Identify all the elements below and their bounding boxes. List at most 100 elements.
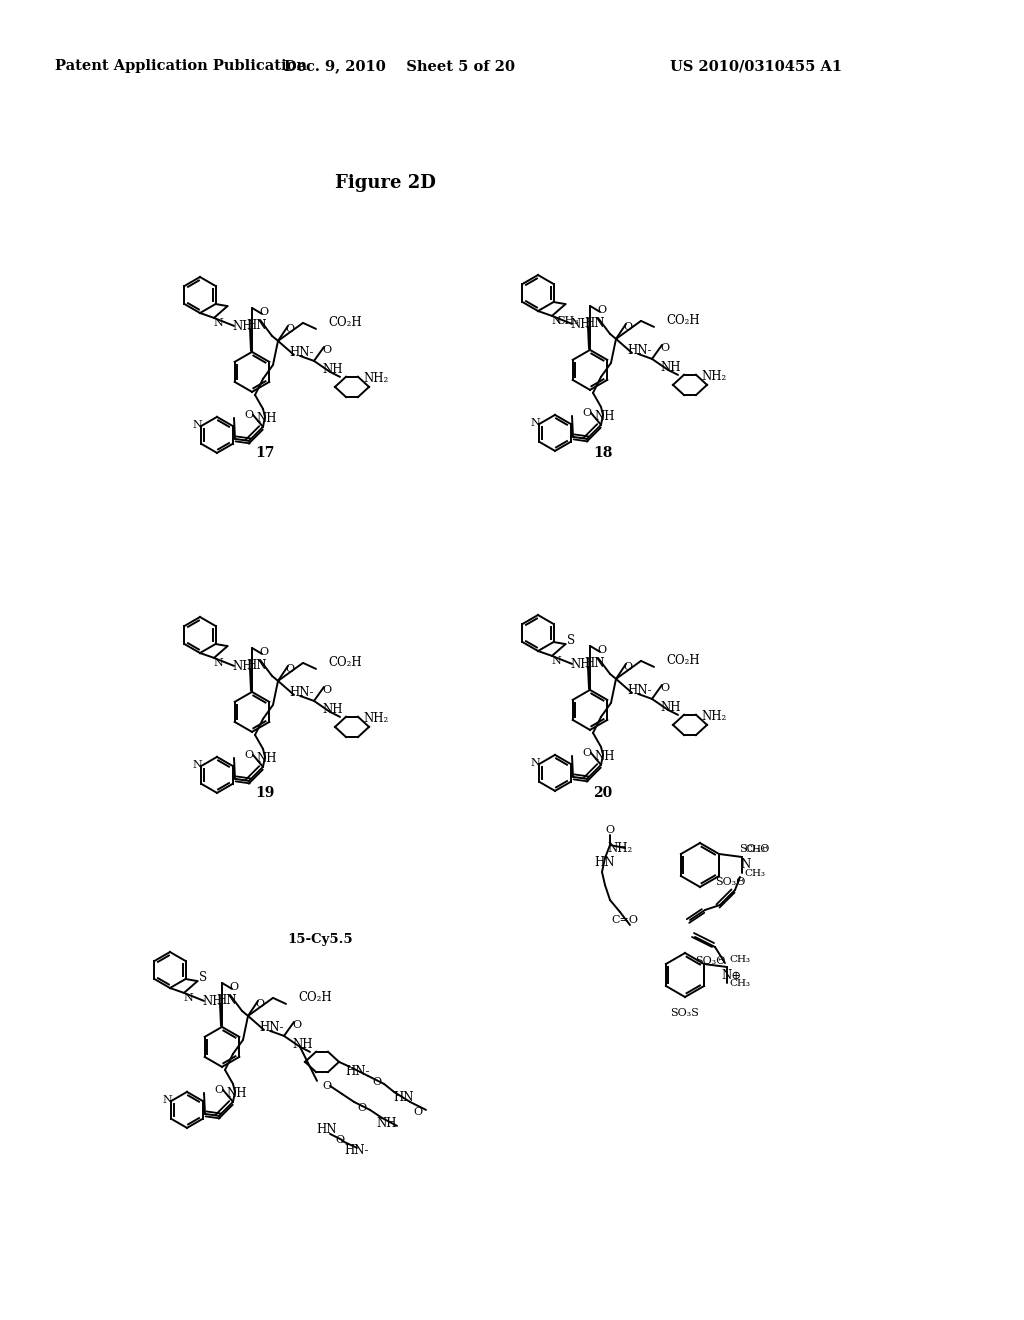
Text: 19: 19 [255,785,274,800]
Text: O: O [323,685,332,694]
Text: SO₃Θ: SO₃Θ [695,956,725,966]
Text: Dec. 9, 2010    Sheet 5 of 20: Dec. 9, 2010 Sheet 5 of 20 [285,59,515,73]
Text: HN: HN [316,1123,337,1137]
Text: S: S [200,970,208,983]
Text: N: N [213,318,223,327]
Text: CO₂H: CO₂H [666,314,699,327]
Text: Patent Application Publication: Patent Application Publication [55,59,307,73]
Text: O: O [323,1081,332,1090]
Text: SO₃Θ: SO₃Θ [715,876,745,887]
Text: HN-: HN- [290,346,314,359]
Text: HN-: HN- [628,345,652,358]
Text: 20: 20 [593,785,612,800]
Text: O: O [229,982,239,991]
Text: 18: 18 [593,446,612,459]
Text: HN-: HN- [290,686,314,700]
Text: NH: NH [323,363,343,376]
Text: C=O: C=O [611,915,639,925]
Text: NH: NH [570,659,591,672]
Text: NH: NH [660,701,681,714]
Text: O: O [293,1020,301,1030]
Text: SO₃Θ: SO₃Θ [739,843,769,854]
Text: O: O [605,825,614,836]
Text: N⊕: N⊕ [721,969,741,982]
Text: O: O [624,661,633,672]
Text: O: O [336,1135,344,1144]
Text: NH: NH [293,1039,313,1052]
Text: NH: NH [595,750,615,763]
Text: NH: NH [232,660,253,673]
Text: S: S [567,634,575,647]
Text: CH₃: CH₃ [557,315,580,326]
Text: O: O [245,411,254,420]
Text: O: O [259,306,268,317]
Text: HN: HN [585,657,605,671]
Text: CO₂H: CO₂H [328,317,361,330]
Text: CH₃: CH₃ [744,869,766,878]
Text: NH: NH [226,1088,247,1101]
Text: O: O [583,408,592,418]
Text: NH: NH [570,318,591,331]
Text: N: N [213,657,223,668]
Text: NH: NH [660,362,681,375]
Text: NH: NH [595,411,615,424]
Text: US 2010/0310455 A1: US 2010/0310455 A1 [670,59,842,73]
Text: HN: HN [247,319,267,333]
Text: N: N [741,858,752,871]
Text: SO₃S: SO₃S [671,1008,699,1018]
Text: HN-: HN- [345,1144,370,1158]
Text: CH₃: CH₃ [729,956,751,965]
Text: N: N [530,418,540,428]
Text: O: O [414,1107,423,1117]
Text: HN-: HN- [628,684,652,697]
Text: 17: 17 [255,446,274,459]
Text: HN: HN [394,1092,415,1105]
Text: O: O [259,647,268,657]
Text: NH₂: NH₂ [701,371,727,383]
Text: CH₃: CH₃ [729,978,751,987]
Text: O: O [323,345,332,355]
Text: HN-: HN- [260,1022,285,1035]
Text: O: O [597,305,606,315]
Text: N: N [193,420,202,430]
Text: O: O [597,645,606,655]
Text: HN-: HN- [346,1065,371,1078]
Text: O: O [357,1104,367,1113]
Text: NH₂: NH₂ [701,710,727,723]
Text: O: O [373,1077,382,1086]
Text: CO₂H: CO₂H [666,655,699,668]
Text: NH: NH [257,752,278,766]
Text: CO₂H: CO₂H [328,656,361,669]
Text: NH₂: NH₂ [364,713,389,726]
Text: NH: NH [257,412,278,425]
Text: O: O [255,999,264,1008]
Text: N: N [551,315,561,326]
Text: CH₃: CH₃ [744,846,766,854]
Text: HN: HN [585,317,605,330]
Text: N: N [183,993,193,1003]
Text: O: O [660,343,670,352]
Text: O: O [286,664,295,675]
Text: NH: NH [377,1118,397,1130]
Text: HN: HN [595,855,615,869]
Text: O: O [286,323,295,334]
Text: N: N [193,760,202,770]
Text: N: N [530,758,540,768]
Text: Figure 2D: Figure 2D [335,174,435,191]
Text: O: O [583,748,592,758]
Text: NH: NH [203,995,223,1008]
Text: NH: NH [323,704,343,717]
Text: NH₂: NH₂ [364,372,389,385]
Text: N: N [162,1094,172,1105]
Text: NH₂: NH₂ [607,842,633,854]
Text: O: O [214,1085,223,1094]
Text: O: O [245,750,254,760]
Text: O: O [624,322,633,331]
Text: NH: NH [232,321,253,334]
Text: HN: HN [247,660,267,672]
Text: 15-Cy5.5: 15-Cy5.5 [287,933,353,946]
Text: N: N [551,656,561,665]
Text: CO₂H: CO₂H [298,991,332,1005]
Text: HN: HN [217,994,238,1007]
Text: O: O [660,682,670,693]
